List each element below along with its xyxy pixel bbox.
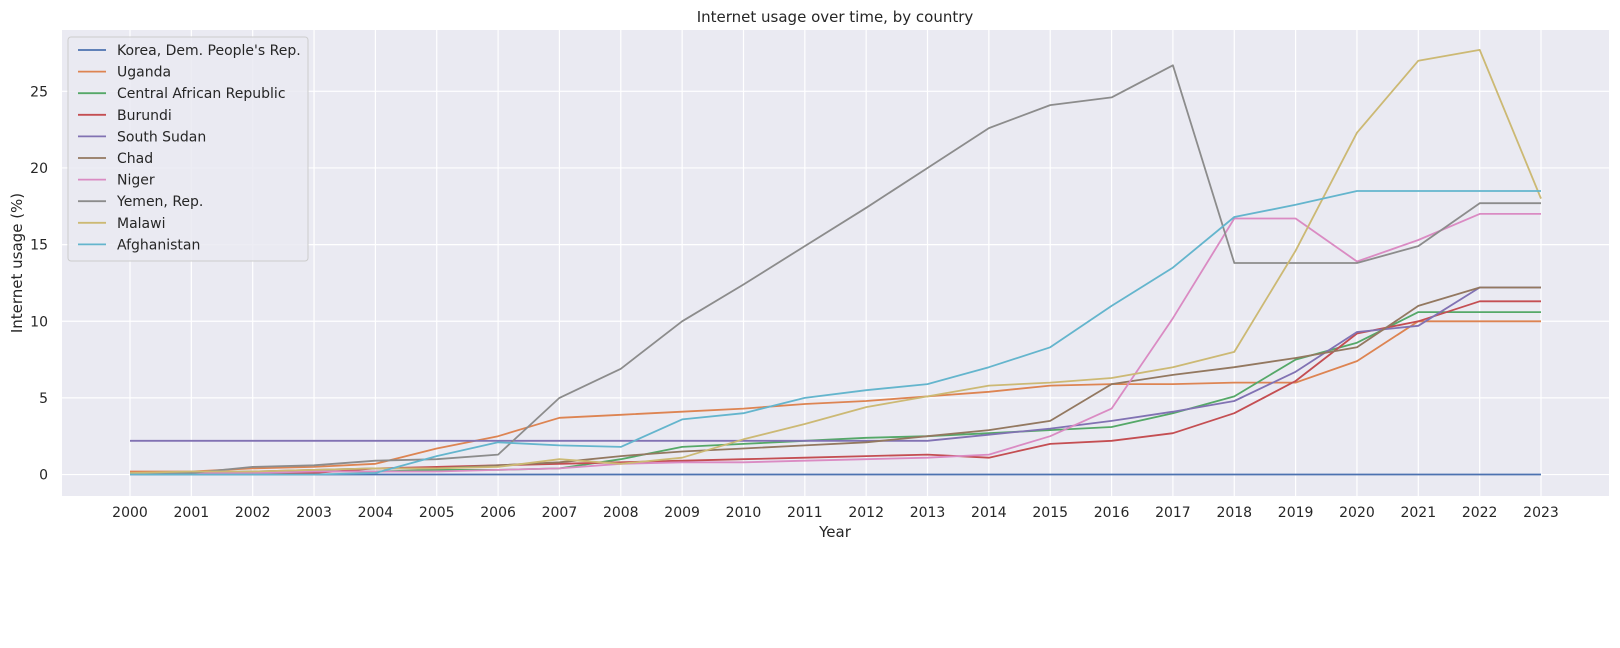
x-tick-label: 2018 <box>1216 505 1252 521</box>
x-tick-label: 2023 <box>1523 505 1559 521</box>
legend-label: Central African Republic <box>117 86 286 102</box>
x-tick-label: 2019 <box>1278 505 1314 521</box>
x-tick-labels: 2000 2001 2002 2003 2004 2005 2006 2007 2008 2009… <box>112 505 1559 521</box>
x-tick-label: 2007 <box>542 505 578 521</box>
x-tick-label: 2014 <box>971 505 1007 521</box>
series-line-uganda <box>130 320 1541 473</box>
series-line-afghanistan <box>130 190 1541 476</box>
legend: Korea, Dem. People's Rep. Uganda Central A… <box>67 36 309 262</box>
y-tick-label: 0 <box>39 468 48 484</box>
series-line-malawi <box>129 49 1542 474</box>
x-tick-label: 2012 <box>848 505 884 521</box>
x-tick-label: 2008 <box>603 505 639 521</box>
x-tick-label: 2000 <box>112 505 148 521</box>
series-lines <box>129 49 1542 476</box>
x-tick-label: 2021 <box>1400 505 1436 521</box>
series-line-niger <box>129 212 1541 476</box>
legend-label: Malawi <box>117 216 165 232</box>
x-tick-label: 2004 <box>358 505 394 521</box>
x-tick-label: 2003 <box>296 505 332 521</box>
legend-label: Korea, Dem. People's Rep. <box>117 43 301 59</box>
x-tick-label: 2005 <box>419 505 455 521</box>
legend-label: Uganda <box>117 65 171 81</box>
series-line-south-sudan <box>130 286 1541 442</box>
x-tick-label: 2001 <box>174 505 210 521</box>
x-tick-label: 2020 <box>1339 505 1375 521</box>
chart-title: Internet usage over time, by country <box>697 8 974 26</box>
x-tick-label: 2010 <box>726 505 762 521</box>
y-tick-label: 25 <box>30 84 48 100</box>
y-tick-label: 20 <box>30 161 48 177</box>
legend-label: Yemen, Rep. <box>116 194 203 210</box>
y-tick-label: 5 <box>39 391 48 407</box>
legend-label: Niger <box>117 173 155 189</box>
x-tick-label: 2017 <box>1155 505 1191 521</box>
x-tick-label: 2015 <box>1032 505 1068 521</box>
x-tick-label: 2006 <box>480 505 516 521</box>
y-tick-labels: 0 5 10 15 20 25 <box>30 84 48 483</box>
x-tick-label: 2009 <box>664 505 700 521</box>
x-axis-title: Year <box>818 523 852 541</box>
x-tick-label: 2013 <box>910 505 946 521</box>
x-tick-label: 2011 <box>787 505 823 521</box>
y-tick-label: 10 <box>30 314 48 330</box>
x-tick-label: 2016 <box>1094 505 1130 521</box>
series-line-yemen-rep <box>130 64 1541 474</box>
x-tick-label: 2022 <box>1462 505 1498 521</box>
legend-label: Chad <box>117 151 153 167</box>
legend-label: Afghanistan <box>117 237 200 253</box>
x-tick-label: 2002 <box>235 505 271 521</box>
legend-label: Burundi <box>117 108 172 124</box>
y-tick-label: 15 <box>30 238 48 254</box>
y-axis-title: Internet usage (%) <box>8 193 26 333</box>
legend-label: South Sudan <box>117 129 206 145</box>
legend-box <box>67 36 309 262</box>
